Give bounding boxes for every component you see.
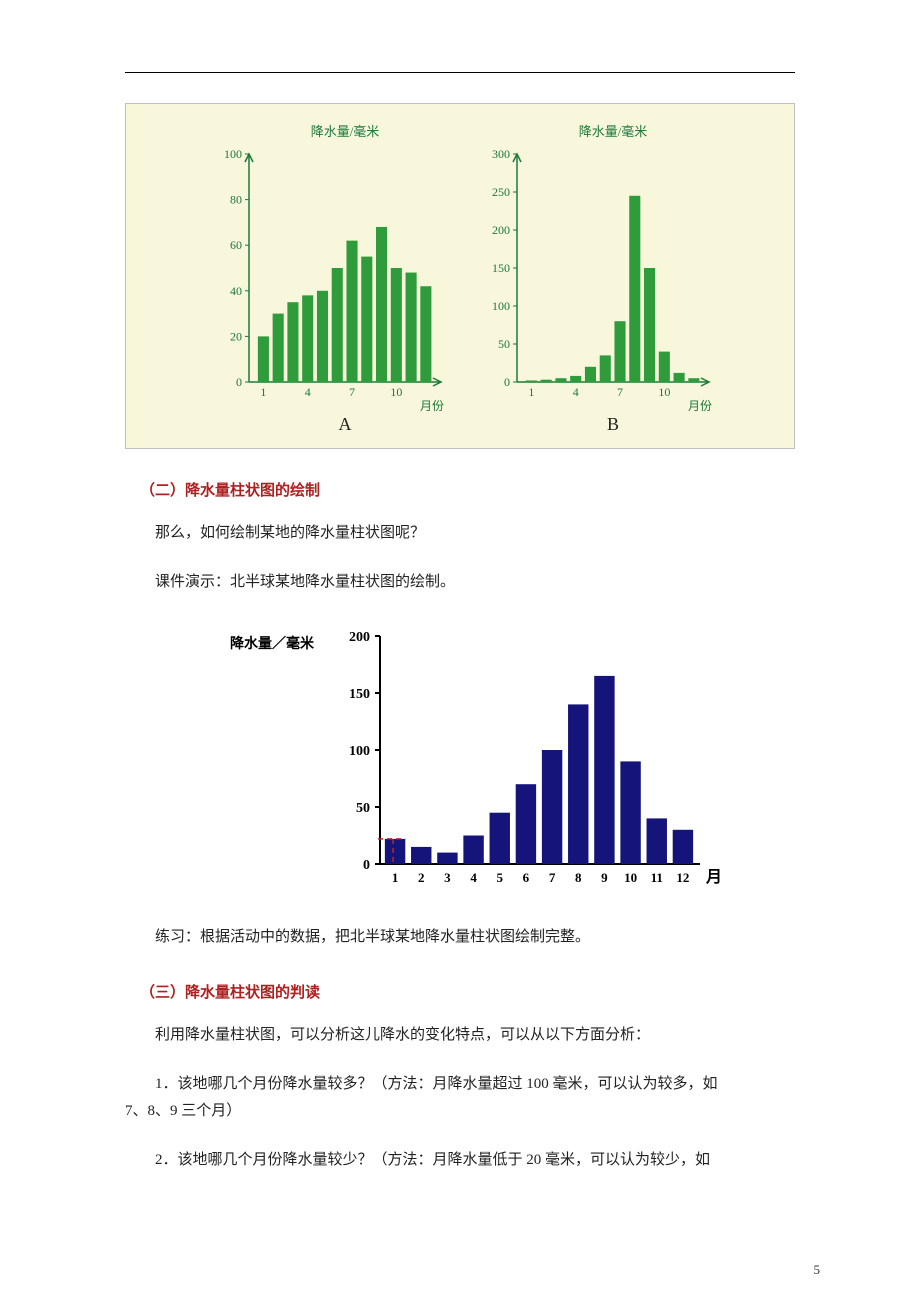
svg-text:50: 50 — [356, 801, 370, 816]
svg-text:5: 5 — [497, 870, 504, 885]
svg-text:降水量/毫米: 降水量/毫米 — [311, 124, 380, 139]
page: 降水量/毫米02040608010014710月份A 降水量/毫米0501001… — [0, 0, 920, 1302]
figure-c-wrapper: 降水量／毫米050100150200123456789101112月 — [125, 618, 795, 898]
svg-text:100: 100 — [349, 744, 370, 759]
svg-text:降水量/毫米: 降水量/毫米 — [579, 124, 648, 139]
svg-text:10: 10 — [658, 385, 670, 399]
section-3-q1b: 7、8、9 三个月） — [125, 1098, 795, 1125]
svg-text:9: 9 — [601, 870, 608, 885]
section-3-p1: 利用降水量柱状图，可以分析这儿降水的变化特点，可以从以下方面分析： — [125, 1022, 795, 1049]
svg-text:月: 月 — [705, 868, 722, 886]
svg-text:10: 10 — [390, 385, 402, 399]
section-2-p1: 那么，如何绘制某地的降水量柱状图呢？ — [125, 520, 795, 547]
svg-text:100: 100 — [224, 147, 242, 161]
svg-text:300: 300 — [492, 147, 510, 161]
section-3-title: （三）降水量柱状图的判读 — [125, 981, 795, 1002]
svg-text:4: 4 — [470, 870, 477, 885]
section-3-q1a: 1．该地哪几个月份降水量较多？（方法：月降水量超过 100 毫米，可以认为较多，… — [125, 1071, 795, 1098]
svg-text:20: 20 — [230, 329, 242, 343]
top-rule — [125, 72, 795, 73]
svg-text:150: 150 — [349, 687, 370, 702]
svg-text:200: 200 — [349, 630, 370, 645]
figure-ab-panel: 降水量/毫米 0 20 40 60 80 100 1 4 7 10 月份 A 降水量/毫米 0 50 100 1… — [125, 103, 795, 449]
svg-text:60: 60 — [230, 238, 242, 252]
svg-text:0: 0 — [504, 375, 510, 389]
svg-text:月份: 月份 — [420, 399, 444, 413]
svg-text:200: 200 — [492, 223, 510, 237]
svg-text:1: 1 — [260, 385, 266, 399]
chart-a: 降水量/毫米 0 20 40 60 80 100 1 4 7 10 月份 A — [201, 118, 451, 438]
svg-text:0: 0 — [236, 375, 242, 389]
svg-text:8: 8 — [575, 870, 582, 885]
section-2-p2: 课件演示：北半球某地降水量柱状图的绘制。 — [125, 569, 795, 596]
svg-text:月份: 月份 — [688, 399, 712, 413]
svg-text:10: 10 — [624, 870, 637, 885]
svg-text:100: 100 — [492, 299, 510, 313]
svg-text:A: A — [339, 414, 352, 434]
svg-text:0: 0 — [363, 858, 370, 873]
svg-text:1: 1 — [528, 385, 534, 399]
chart-c: 降水量／毫米050100150200123456789101112月 — [190, 618, 730, 898]
chart-b: 降水量/毫米 0 50 100 150 200 250 300 1 4 7 10 月份 B — [469, 118, 719, 438]
svg-text:6: 6 — [523, 870, 530, 885]
svg-text:降水量／毫米: 降水量／毫米 — [230, 635, 315, 652]
svg-text:4: 4 — [305, 385, 311, 399]
svg-text:80: 80 — [230, 193, 242, 207]
page-number: 5 — [814, 1262, 821, 1278]
svg-text:2: 2 — [418, 870, 425, 885]
svg-text:150: 150 — [492, 261, 510, 275]
svg-text:50: 50 — [498, 337, 510, 351]
svg-text:B: B — [607, 414, 619, 434]
section-2-title: （二）降水量柱状图的绘制 — [125, 479, 795, 500]
svg-text:7: 7 — [617, 385, 623, 399]
svg-text:1: 1 — [392, 870, 399, 885]
svg-text:7: 7 — [349, 385, 355, 399]
svg-text:40: 40 — [230, 284, 242, 298]
svg-text:4: 4 — [573, 385, 579, 399]
svg-text:250: 250 — [492, 185, 510, 199]
exercise-text: 练习：根据活动中的数据，把北半球某地降水量柱状图绘制完整。 — [125, 924, 795, 951]
section-3-q2: 2．该地哪几个月份降水量较少？（方法：月降水量低于 20 毫米，可以认为较少，如 — [125, 1147, 795, 1174]
svg-text:3: 3 — [444, 870, 451, 885]
svg-text:12: 12 — [676, 870, 689, 885]
svg-text:7: 7 — [549, 870, 556, 885]
svg-text:11: 11 — [651, 870, 663, 885]
